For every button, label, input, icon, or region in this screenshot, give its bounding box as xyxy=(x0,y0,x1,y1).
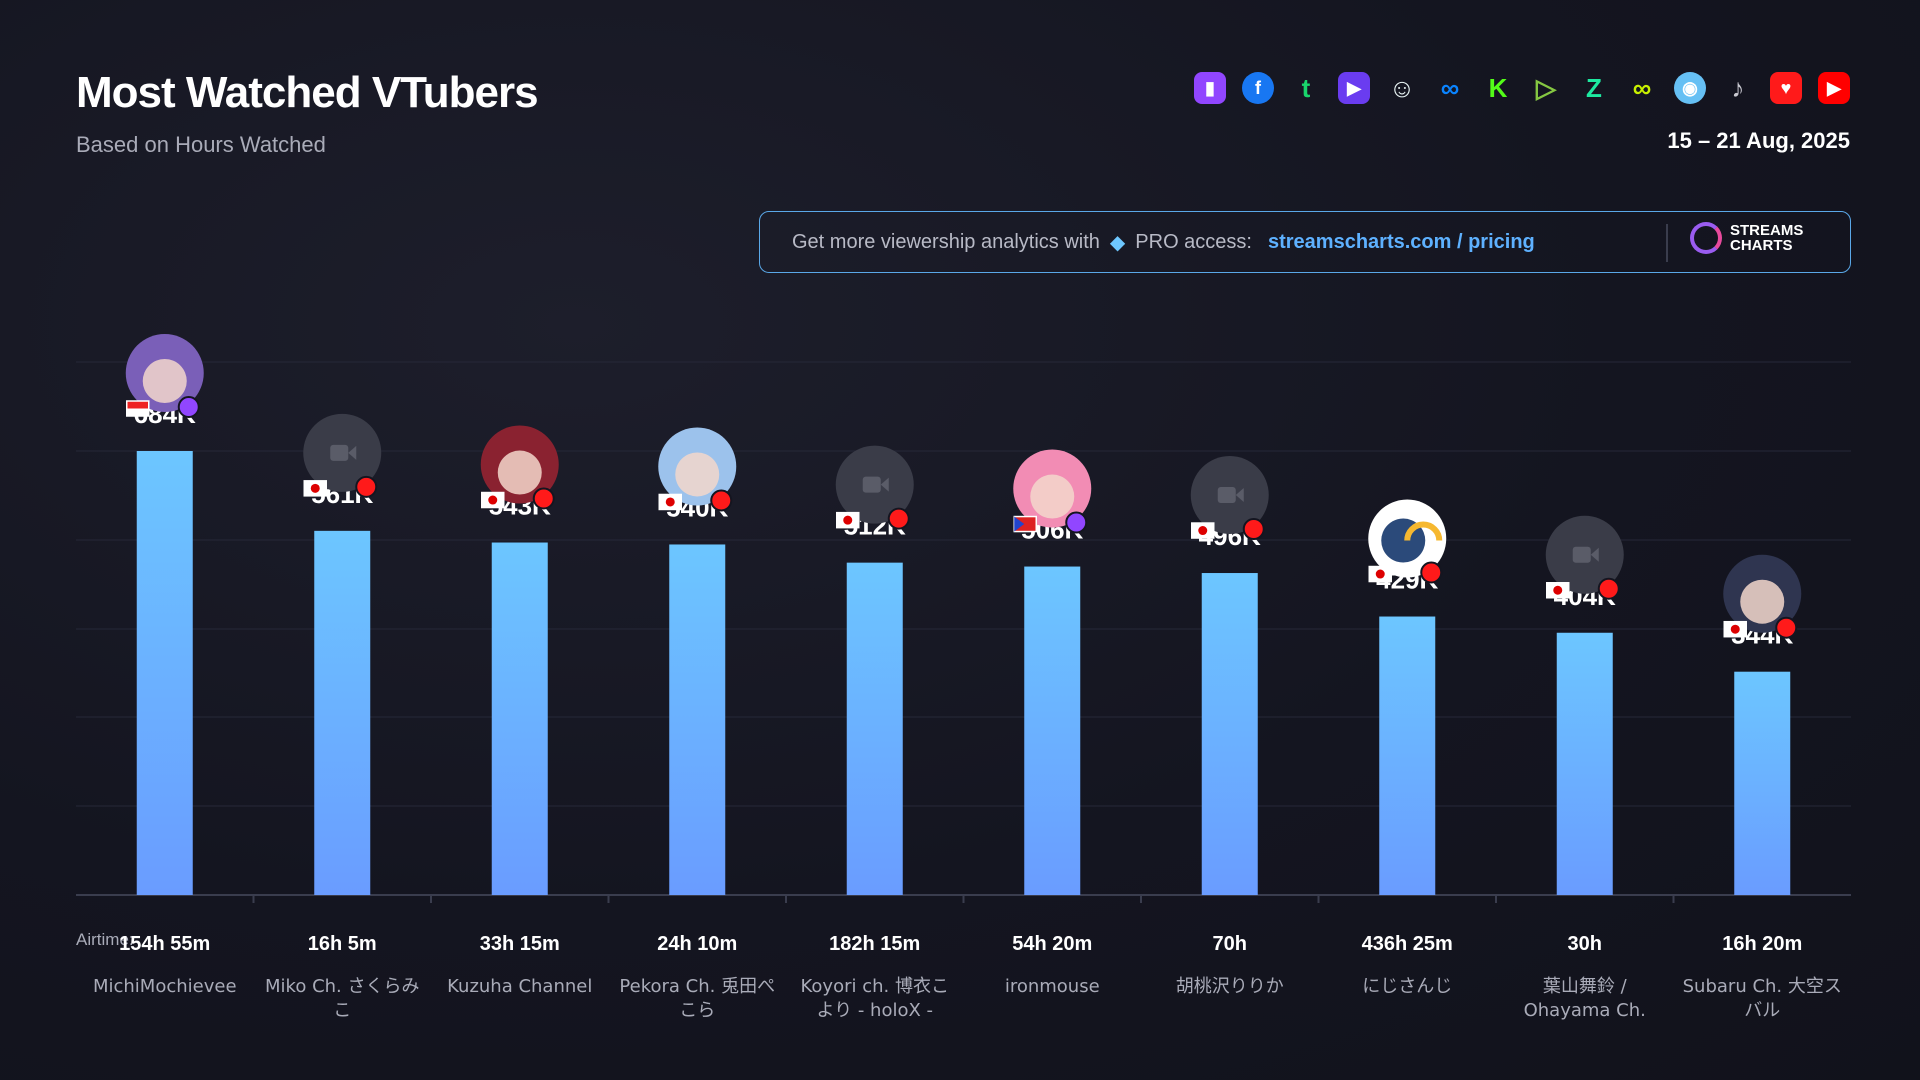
youtube-badge-icon xyxy=(710,489,733,512)
vk-icon: ∞ xyxy=(1440,72,1460,103)
channel-name: 葉山舞鈴 / xyxy=(1543,976,1628,997)
channel-name: バル xyxy=(1744,1000,1780,1021)
tiktok-icon: ♪ xyxy=(1731,72,1745,103)
pricing-link[interactable]: streamscharts.com / pricing xyxy=(1267,230,1535,253)
trovo-icon: t xyxy=(1301,72,1311,103)
streamscharts-logo-icon xyxy=(1690,222,1722,254)
camera-lens-icon xyxy=(1235,488,1244,503)
divider xyxy=(1666,224,1668,262)
avatar-face-icon xyxy=(675,452,720,497)
steam-icon: ◉ xyxy=(1674,72,1706,104)
flag-triangle-icon xyxy=(1014,516,1025,532)
channel-name: Koyori ch. 博衣こ xyxy=(801,976,949,997)
bar xyxy=(1556,632,1613,895)
streamscharts-logo[interactable]: STREAMS CHARTS xyxy=(1690,222,1803,254)
airtime-value: 16h 20m xyxy=(1722,933,1802,955)
avatar-face-icon xyxy=(497,450,542,495)
channel-name: Ohayama Ch. xyxy=(1524,1000,1646,1021)
twitch-icon: ▮ xyxy=(1194,72,1226,104)
twitch-badge-icon xyxy=(177,396,200,418)
youtube-badge-icon xyxy=(1242,518,1265,541)
camera-icon xyxy=(1572,546,1591,563)
rumble-icon: ▷ xyxy=(1536,72,1556,103)
bar xyxy=(1379,616,1436,895)
flag-sun-icon xyxy=(1730,624,1740,634)
youtube-badge-icon xyxy=(1775,616,1798,639)
bar xyxy=(846,562,903,895)
camera-icon xyxy=(862,476,881,493)
bar xyxy=(669,544,726,895)
camera-lens-icon xyxy=(880,477,889,492)
camera-icon xyxy=(330,444,349,461)
channel-name: MichiMochievee xyxy=(93,976,237,997)
page-title: Most Watched VTubers xyxy=(76,68,539,117)
airtime-value: 70h xyxy=(1213,933,1247,955)
airtime-value: 16h 5m xyxy=(308,933,377,955)
bar xyxy=(491,542,548,895)
airtime-value: 54h 20m xyxy=(1012,933,1092,955)
flag-sun-icon xyxy=(665,497,675,507)
logo-line2: CHARTS xyxy=(1730,237,1793,254)
youtube-badge-icon xyxy=(887,507,910,530)
avatar-face-icon xyxy=(142,359,187,403)
youtube-badge-icon xyxy=(355,475,378,498)
zhanqi-icon: Z xyxy=(1586,72,1602,103)
bigo-icon: ☺ xyxy=(1388,72,1416,103)
channel-name: ironmouse xyxy=(1005,976,1100,997)
channel-name: 胡桃沢りりか xyxy=(1176,976,1284,997)
channel-name: こら xyxy=(679,1000,715,1021)
bar xyxy=(1024,566,1081,895)
airtime-value: 30h xyxy=(1568,933,1602,955)
youtube-badge-icon xyxy=(1420,561,1443,584)
flag-sun-icon xyxy=(488,495,498,505)
avatar-face-icon xyxy=(1740,579,1785,624)
channel-name: にじさんじ xyxy=(1362,976,1452,997)
nimo-icon: ▶ xyxy=(1338,72,1370,104)
youtube-icon: ▶ xyxy=(1818,72,1850,104)
avatar-face-icon xyxy=(1030,474,1075,519)
youtube-gaming-icon: ♥ xyxy=(1770,72,1802,104)
airtime-label: Airtime: xyxy=(76,930,134,949)
channel-name: こ xyxy=(333,1000,351,1021)
youtube-badge-icon xyxy=(1597,577,1620,600)
promo-text: Get more viewership analytics with xyxy=(792,230,1100,253)
flag-sun-icon xyxy=(1198,526,1208,536)
flag-sun-icon xyxy=(1375,569,1385,579)
logo-line1: STREAMS xyxy=(1730,222,1804,239)
channel-name: Miko Ch. さくらみ xyxy=(265,976,419,997)
airtime-value: 182h 15m xyxy=(829,933,920,955)
bar xyxy=(1201,573,1258,895)
bar xyxy=(1734,671,1791,895)
platform-icons: ▮ f t ▶ ☺ ∞ K ▷ Z ∞ ◉ ♪ ♥ ▶ xyxy=(1194,72,1850,104)
page-subtitle: Based on Hours Watched xyxy=(76,132,326,157)
camera-lens-icon xyxy=(1590,547,1599,562)
airtime-value: 24h 10m xyxy=(657,933,737,955)
airtime-value: 154h 55m xyxy=(119,933,210,955)
promo-pro: PRO access: xyxy=(1135,230,1252,253)
channel-name: Kuzuha Channel xyxy=(447,976,592,997)
camera-lens-icon xyxy=(348,445,357,460)
diamond-icon: ◆ xyxy=(1109,231,1126,254)
channel-name: Subaru Ch. 大空ス xyxy=(1683,976,1842,997)
rainbow-icon xyxy=(1404,521,1443,541)
flag-sun-icon xyxy=(843,515,853,525)
date-range: 15 – 21 Aug, 2025 xyxy=(1667,128,1850,153)
flag-stripe-icon xyxy=(126,408,149,416)
camera-icon xyxy=(1217,487,1236,504)
youtube-badge-icon xyxy=(532,487,555,510)
twitch-badge-icon xyxy=(1065,511,1088,534)
bar xyxy=(314,530,371,895)
airtime-value: 33h 15m xyxy=(480,933,560,955)
airtime-value: 436h 25m xyxy=(1362,933,1453,955)
channel-name: より - holoX - xyxy=(816,1000,933,1021)
bar xyxy=(136,451,193,895)
flag-sun-icon xyxy=(310,483,320,493)
facebook-icon: f xyxy=(1242,72,1274,104)
channel-name: Pekora Ch. 兎田ぺ xyxy=(619,976,775,997)
promo-banner[interactable]: Get more viewership analytics with ◆ PRO… xyxy=(759,211,1851,273)
flag-sun-icon xyxy=(1553,585,1563,595)
afreeca-icon: ∞ xyxy=(1632,72,1652,103)
kick-icon: K xyxy=(1488,72,1508,103)
